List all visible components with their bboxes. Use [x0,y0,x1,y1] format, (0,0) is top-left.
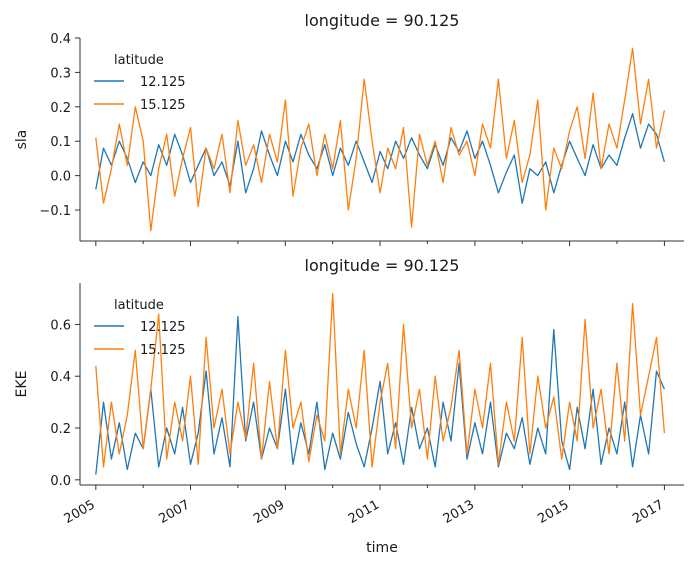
legend-title: latitude [114,53,164,68]
y-tick-label: 0.2 [50,422,71,437]
x-tick-label: 2017 [630,497,666,527]
eke-panel: 0.0 0.2 0.4 0.6 2005 2007 2009 2011 2013 2015 2017… [14,256,684,527]
x-tick-label: 2015 [535,497,571,527]
x-tick-label: 2011 [346,497,382,527]
legend-entry: 12.125 [140,75,186,90]
x-tick-label: 2005 [62,497,98,527]
series-line-12-125 [95,316,665,475]
y-tick-label: 0.4 [50,370,71,385]
legend-entry: 15.125 [140,343,186,358]
x-tick-label: 2013 [441,497,477,527]
y-tick-label: 0.4 [50,32,71,47]
y-tick-label: 0.6 [50,318,71,333]
y-tick-label: 0.1 [50,135,71,150]
y-tick-label: 0.2 [50,101,71,116]
x-tick-label: 2007 [156,497,192,527]
series-line-15-125 [95,292,666,468]
legend-entry: 15.125 [140,98,186,113]
legend-entry: 12.125 [140,320,186,335]
series-line-15-125 [95,47,666,232]
y-axis-label: sla [14,130,30,150]
y-tick-label: 0.0 [50,474,71,489]
x-tick-label: 2009 [251,497,287,527]
panel-title: longitude = 90.125 [305,256,460,275]
y-tick-label: 0.3 [50,66,71,81]
panel-title: longitude = 90.125 [305,11,460,30]
legend-title: latitude [114,298,164,313]
y-tick-label: −0.1 [39,204,71,219]
series-line-12-125 [95,113,666,204]
y-tick-label: 0.0 [50,170,71,185]
y-axis-label: EKE [14,371,30,398]
x-axis-label: time [366,540,398,556]
sla-panel: −0.1 0.0 0.1 0.2 0.3 0.4 longitude = 90.125 sla… [14,11,684,246]
